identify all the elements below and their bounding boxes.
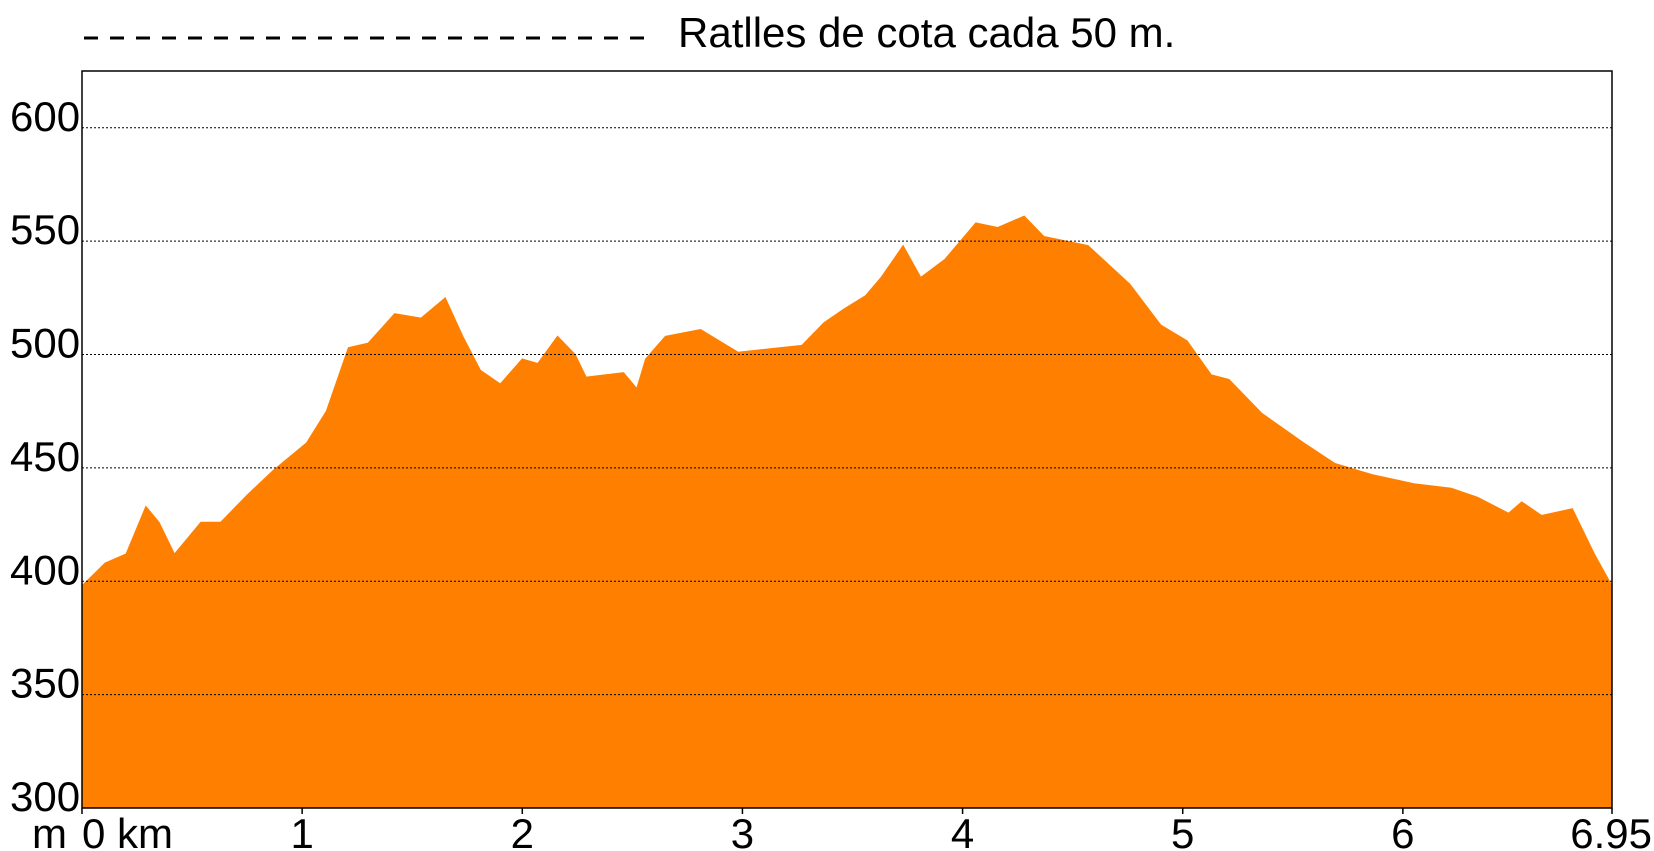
y-tick-label: 300 — [10, 773, 80, 820]
y-tick-label: 400 — [10, 546, 80, 593]
legend-text: Ratlles de cota cada 50 m. — [678, 9, 1175, 56]
y-tick-label: 350 — [10, 660, 80, 707]
x-tick-label: 3 — [731, 810, 754, 851]
y-tick-label: 500 — [10, 320, 80, 367]
x-tick-label: 6 — [1391, 810, 1414, 851]
x-tick-label: 0 km — [82, 810, 173, 851]
plot-frame — [81, 70, 1613, 809]
y-tick-label: 600 — [10, 93, 80, 140]
x-tick-label: 2 — [511, 810, 534, 851]
y-tick-label: 450 — [10, 433, 80, 480]
x-tick-label: 6.95 — [1570, 810, 1652, 851]
y-tick-label: 550 — [10, 206, 80, 253]
y-axis-unit: m — [32, 810, 67, 851]
x-tick-label: 5 — [1171, 810, 1194, 851]
x-tick-label: 4 — [951, 810, 974, 851]
elevation-area — [81, 215, 1613, 809]
x-tick-label: 1 — [290, 810, 313, 851]
